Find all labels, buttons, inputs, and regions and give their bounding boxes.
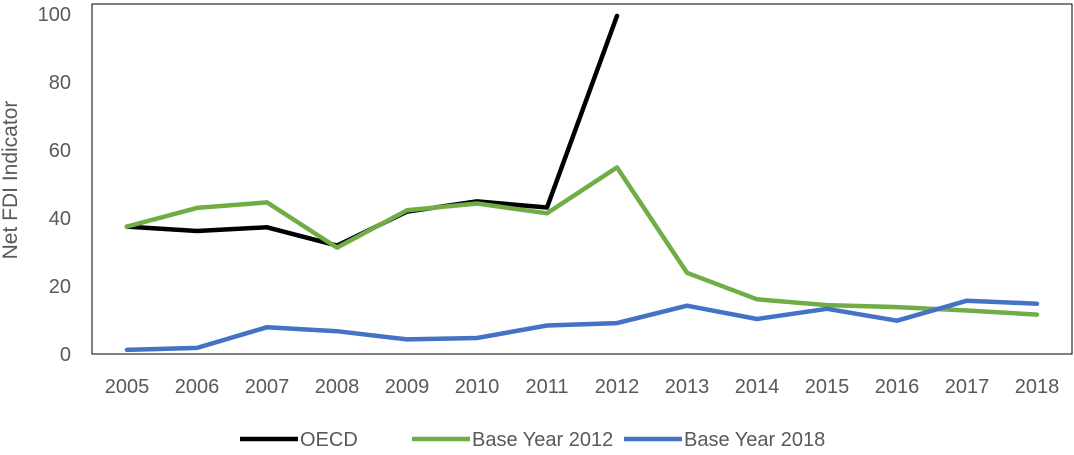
x-tick-label: 2013 (665, 376, 710, 398)
y-axis-ticks: 0 20 40 60 80 100 (38, 4, 71, 366)
series-line-1 (127, 167, 1037, 314)
x-tick-label: 2010 (455, 376, 500, 398)
legend-label: Base Year 2018 (684, 429, 825, 450)
x-tick-label: 2011 (525, 376, 568, 398)
x-tick-label: 2017 (945, 376, 990, 398)
series-lines (127, 16, 1037, 350)
x-axis-ticks: 2005 2006 2007 2008 2009 2010 2011 2012 2013 2014… (105, 376, 1060, 398)
x-tick-label: 2014 (735, 376, 780, 398)
x-tick-label: 2007 (245, 376, 290, 398)
x-tick-label: 2012 (595, 376, 640, 398)
plot-border (92, 4, 1072, 354)
legend-label: Base Year 2012 (472, 429, 613, 450)
x-tick-label: 2015 (805, 376, 850, 398)
x-tick-label: 2009 (385, 376, 430, 398)
legend: OECD Base Year 2012 Base Year 2018 (240, 429, 825, 450)
x-tick-label: 2018 (1015, 376, 1060, 398)
legend-label: OECD (300, 429, 358, 450)
x-tick-label: 2006 (175, 376, 220, 398)
x-tick-label: 2005 (105, 376, 150, 398)
plot-area (92, 4, 1072, 354)
y-tick-label: 40 (49, 208, 71, 230)
x-tick-label: 2008 (315, 376, 360, 398)
y-axis-label: Net FDI Indicator (0, 101, 22, 260)
y-tick-label: 60 (49, 140, 71, 162)
y-tick-label: 20 (49, 276, 71, 298)
x-tick-label: 2016 (875, 376, 920, 398)
y-tick-label: 0 (60, 344, 71, 366)
y-tick-label: 100 (38, 4, 71, 26)
y-tick-label: 80 (49, 72, 71, 94)
